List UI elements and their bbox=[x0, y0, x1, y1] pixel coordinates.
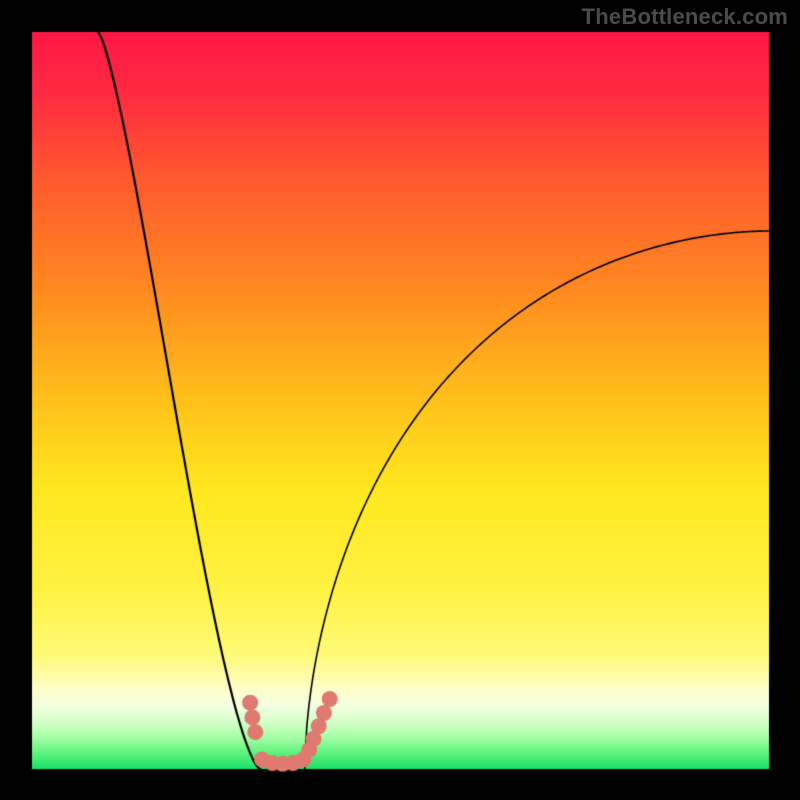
chart-stage: TheBottleneck.com bbox=[0, 0, 800, 800]
watermark-text: TheBottleneck.com bbox=[582, 4, 788, 30]
bottleneck-chart-canvas bbox=[0, 0, 800, 800]
